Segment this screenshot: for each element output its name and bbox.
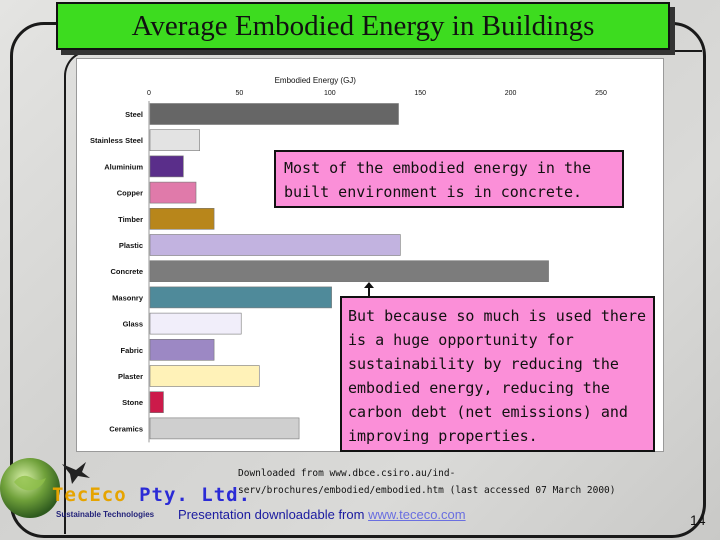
source-line-2: serv/brochures/embodied/embodied.htm (la… xyxy=(238,485,616,496)
category-label: Aluminium xyxy=(104,162,143,171)
callout-concrete-note: Most of the embodied energy in the built… xyxy=(274,150,624,208)
tececo-logo-icon xyxy=(0,458,90,518)
x-axis-label: Embodied Energy (GJ) xyxy=(275,76,357,85)
x-tick-label: 0 xyxy=(147,90,151,97)
bar xyxy=(149,208,215,230)
category-label: Glass xyxy=(123,320,143,329)
page-number: 14 xyxy=(690,512,706,528)
category-label: Copper xyxy=(117,189,143,198)
source-line-1: Downloaded from www.dbce.csiro.au/ind- xyxy=(238,468,456,479)
source-citation: Downloaded from www.dbce.csiro.au/ind- s… xyxy=(238,465,638,499)
x-tick-label: 150 xyxy=(414,90,426,97)
bar xyxy=(149,103,399,125)
category-label: Masonry xyxy=(112,293,144,302)
category-label: Steel xyxy=(125,110,143,119)
slide-frame-inner xyxy=(64,50,702,534)
category-label: Timber xyxy=(118,215,143,224)
download-link[interactable]: www.tececo.com xyxy=(368,507,466,522)
callout-opportunity-note: But because so much is used there is a h… xyxy=(340,296,655,452)
embodied-energy-bar-chart: Embodied Energy (GJ) 0 50 100 150 200 250 Steel… xyxy=(90,76,607,443)
bird-icon xyxy=(62,462,90,484)
logo-brand: TecEco Pty. Ltd. xyxy=(52,484,251,506)
x-tick-label: 100 xyxy=(324,90,336,97)
download-note: Presentation downloadable from www.tecec… xyxy=(178,507,466,522)
bar xyxy=(149,365,260,387)
x-tick-label: 200 xyxy=(505,90,517,97)
logo-brand-part2: Pty. Ltd. xyxy=(126,484,252,506)
bar xyxy=(149,338,215,361)
slide-title: Average Embodied Energy in Buildings xyxy=(131,9,595,42)
bar xyxy=(149,181,197,204)
category-label: Stone xyxy=(122,398,143,407)
logo-tagline: Sustainable Technologies xyxy=(56,510,155,519)
bar xyxy=(149,155,184,178)
category-label: Plastic xyxy=(119,241,143,250)
bar xyxy=(149,286,332,309)
x-tick-label: 50 xyxy=(236,90,244,97)
category-label: Concrete xyxy=(110,267,143,276)
bar xyxy=(149,391,164,414)
title-banner: Average Embodied Energy in Buildings xyxy=(56,2,670,50)
bar xyxy=(149,312,242,335)
bar xyxy=(149,129,200,151)
category-label: Fabric xyxy=(120,346,143,355)
download-text: Presentation downloadable from xyxy=(178,507,369,522)
bar xyxy=(149,417,300,440)
category-label: Ceramics xyxy=(109,424,143,433)
x-tick-label: 250 xyxy=(595,90,607,97)
category-label: Plaster xyxy=(118,372,143,381)
bar xyxy=(149,234,401,256)
logo-brand-part1: TecEco xyxy=(52,484,127,506)
category-label: Stainless Steel xyxy=(90,136,143,145)
bar xyxy=(149,260,549,282)
